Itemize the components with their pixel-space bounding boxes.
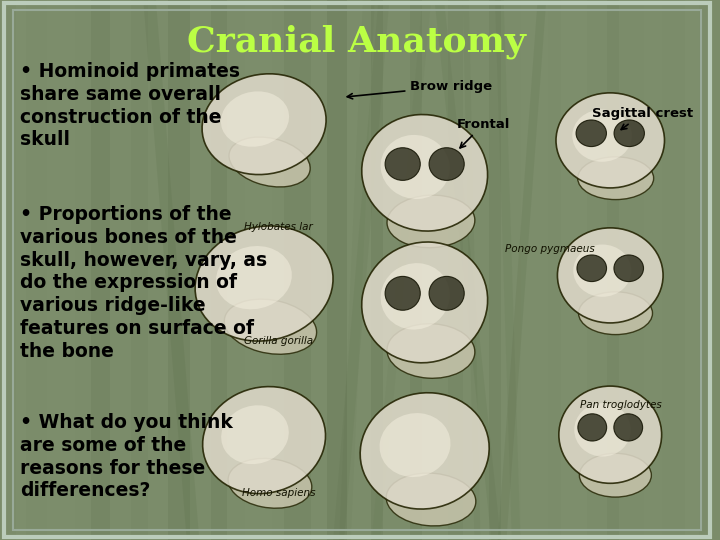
Text: • Hominoid primates
share same overall
construction of the
skull: • Hominoid primates share same overall c… xyxy=(20,62,240,150)
Bar xyxy=(284,0,311,540)
Ellipse shape xyxy=(557,228,663,323)
Bar xyxy=(131,0,148,540)
Ellipse shape xyxy=(556,93,665,188)
Ellipse shape xyxy=(381,135,450,199)
Ellipse shape xyxy=(559,386,662,483)
Bar xyxy=(521,0,548,540)
Bar xyxy=(168,0,190,540)
Ellipse shape xyxy=(360,393,489,509)
Text: Cranial Anatomy: Cranial Anatomy xyxy=(187,24,526,59)
Text: Gorilla gorilla: Gorilla gorilla xyxy=(244,335,313,346)
Bar xyxy=(371,0,382,540)
Ellipse shape xyxy=(225,299,317,354)
Ellipse shape xyxy=(579,292,652,335)
Ellipse shape xyxy=(577,255,606,281)
Ellipse shape xyxy=(387,324,475,378)
Ellipse shape xyxy=(228,458,312,508)
Text: Pan troglodytes: Pan troglodytes xyxy=(580,400,662,410)
Ellipse shape xyxy=(221,406,289,464)
Text: • What do you think
are some of the
reasons for these
differences?: • What do you think are some of the reas… xyxy=(20,413,233,501)
Bar xyxy=(644,0,662,540)
Ellipse shape xyxy=(386,473,476,526)
Ellipse shape xyxy=(361,242,487,363)
Text: Hylobates lar: Hylobates lar xyxy=(244,222,312,232)
Ellipse shape xyxy=(221,91,289,147)
Bar xyxy=(327,0,348,540)
Text: • Proportions of the
various bones of the
skull, however, vary, as
do the expres: • Proportions of the various bones of th… xyxy=(20,205,267,361)
Ellipse shape xyxy=(229,137,310,187)
Bar xyxy=(47,0,75,540)
Bar xyxy=(495,0,521,540)
Text: Frontal: Frontal xyxy=(456,118,510,148)
Bar xyxy=(372,2,431,540)
Ellipse shape xyxy=(577,157,654,200)
Ellipse shape xyxy=(573,245,631,297)
Ellipse shape xyxy=(379,413,451,477)
Bar xyxy=(210,0,227,540)
Ellipse shape xyxy=(576,120,606,146)
Bar xyxy=(498,1,546,540)
Ellipse shape xyxy=(429,276,464,310)
Bar xyxy=(91,0,110,540)
Ellipse shape xyxy=(578,414,607,441)
Ellipse shape xyxy=(216,246,292,309)
Bar xyxy=(143,1,199,540)
Ellipse shape xyxy=(580,453,652,497)
Ellipse shape xyxy=(195,226,333,341)
Bar xyxy=(463,0,480,540)
Text: Pongo pygmaeus: Pongo pygmaeus xyxy=(505,244,595,254)
Ellipse shape xyxy=(385,276,420,310)
Bar xyxy=(435,1,501,540)
Bar xyxy=(685,0,699,540)
Bar xyxy=(333,1,390,540)
Ellipse shape xyxy=(614,414,643,441)
Ellipse shape xyxy=(202,74,326,174)
Bar xyxy=(489,0,501,540)
Ellipse shape xyxy=(572,110,632,162)
Bar xyxy=(339,1,374,540)
Ellipse shape xyxy=(614,255,644,281)
Bar xyxy=(607,0,619,540)
Ellipse shape xyxy=(385,148,420,180)
Ellipse shape xyxy=(361,114,487,231)
Ellipse shape xyxy=(202,387,325,494)
Ellipse shape xyxy=(381,263,450,329)
Ellipse shape xyxy=(575,403,631,456)
Bar xyxy=(245,0,271,540)
Ellipse shape xyxy=(429,148,464,180)
Bar xyxy=(448,0,464,540)
Text: Brow ridge: Brow ridge xyxy=(347,80,492,99)
Bar xyxy=(562,0,587,540)
Text: Homo sapiens: Homo sapiens xyxy=(242,488,315,498)
Ellipse shape xyxy=(387,195,474,248)
Ellipse shape xyxy=(614,120,644,146)
Bar xyxy=(410,0,422,540)
Text: Sagittal crest: Sagittal crest xyxy=(593,107,693,130)
Bar xyxy=(17,0,27,540)
